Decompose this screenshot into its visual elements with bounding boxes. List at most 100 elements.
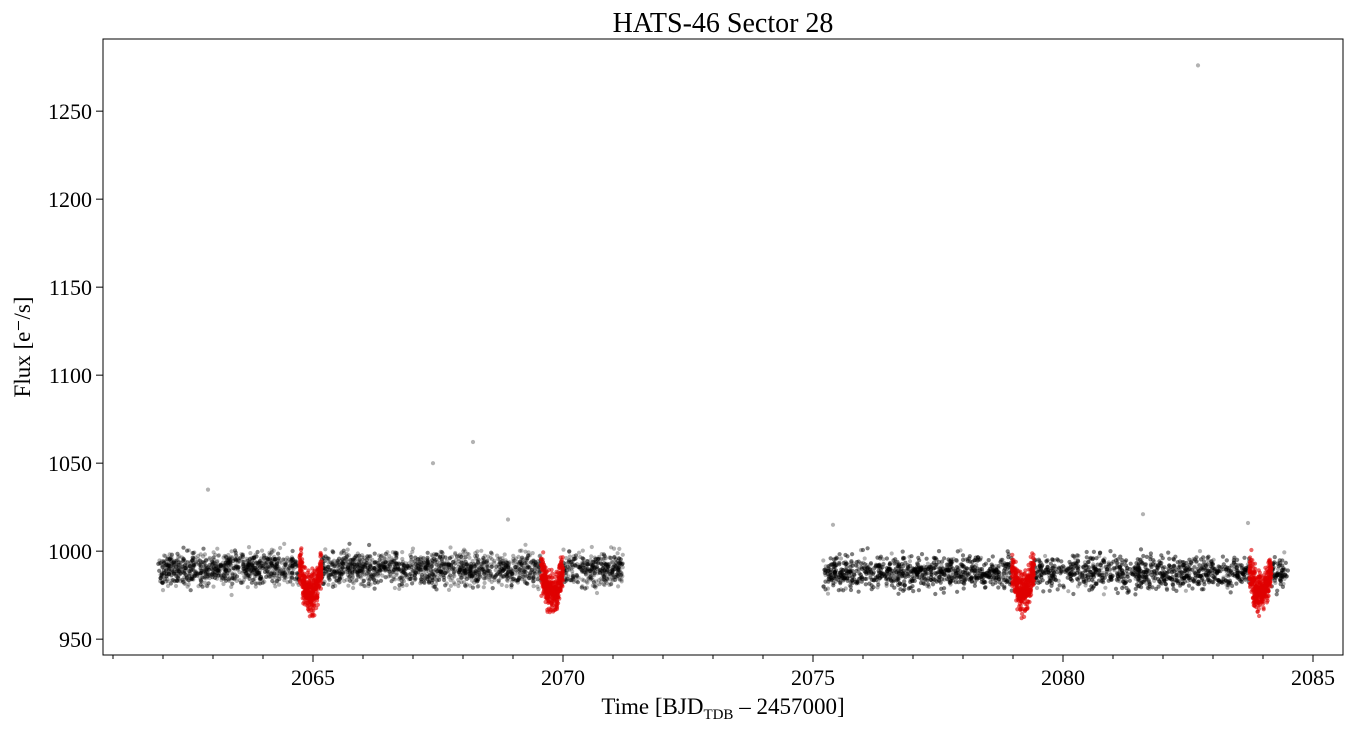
data-point bbox=[602, 556, 607, 561]
data-point bbox=[588, 569, 593, 574]
data-point bbox=[536, 587, 541, 592]
data-point bbox=[425, 576, 430, 582]
data-point bbox=[357, 561, 362, 567]
data-point bbox=[344, 566, 350, 571]
data-point bbox=[349, 576, 355, 581]
data-point bbox=[378, 578, 384, 583]
data-point bbox=[196, 584, 201, 589]
data-point bbox=[459, 560, 464, 565]
data-point bbox=[378, 564, 383, 569]
data-point bbox=[374, 578, 379, 583]
data-point bbox=[383, 575, 389, 580]
data-point bbox=[352, 562, 357, 567]
data-point bbox=[410, 581, 415, 586]
data-point bbox=[1108, 549, 1113, 554]
data-point bbox=[187, 569, 192, 574]
data-point bbox=[204, 558, 209, 563]
data-point bbox=[474, 562, 479, 568]
data-point bbox=[182, 571, 187, 576]
data-point bbox=[378, 568, 383, 573]
data-point bbox=[605, 565, 610, 570]
data-point bbox=[347, 541, 352, 546]
data-point bbox=[244, 556, 249, 562]
data-point bbox=[329, 572, 334, 578]
data-point bbox=[231, 565, 236, 571]
data-point bbox=[175, 575, 180, 580]
data-point bbox=[609, 582, 614, 587]
data-point bbox=[223, 554, 228, 559]
data-point bbox=[1186, 583, 1192, 588]
data-point bbox=[257, 566, 262, 571]
data-point bbox=[566, 559, 571, 564]
data-point bbox=[590, 569, 596, 574]
data-point bbox=[234, 578, 239, 584]
data-point bbox=[373, 569, 379, 574]
data-point bbox=[441, 568, 446, 573]
data-point bbox=[166, 565, 172, 571]
data-point bbox=[526, 564, 532, 570]
data-point bbox=[507, 569, 512, 574]
data-point bbox=[175, 578, 180, 583]
data-point bbox=[215, 559, 220, 564]
data-point bbox=[345, 547, 350, 552]
data-point bbox=[579, 585, 584, 590]
data-point bbox=[501, 568, 506, 573]
data-point bbox=[404, 583, 409, 588]
data-point bbox=[406, 565, 411, 571]
data-point bbox=[475, 549, 480, 554]
data-point bbox=[186, 582, 191, 587]
data-point bbox=[188, 564, 193, 569]
data-point bbox=[279, 571, 284, 576]
data-point bbox=[464, 582, 469, 587]
data-point bbox=[464, 562, 470, 567]
data-point bbox=[492, 575, 497, 580]
data-point bbox=[181, 545, 186, 550]
data-point bbox=[396, 561, 401, 566]
data-point bbox=[232, 575, 238, 580]
data-point bbox=[206, 567, 211, 572]
data-point bbox=[269, 561, 274, 566]
data-point bbox=[453, 567, 458, 572]
data-point bbox=[269, 563, 274, 568]
data-point bbox=[589, 544, 594, 550]
data-point bbox=[250, 569, 256, 575]
data-point bbox=[522, 569, 527, 574]
data-point bbox=[242, 574, 247, 579]
data-point bbox=[262, 566, 267, 571]
data-point bbox=[367, 578, 372, 583]
data-point bbox=[327, 572, 332, 577]
data-point bbox=[359, 567, 365, 572]
data-point bbox=[390, 558, 395, 563]
data-point bbox=[228, 555, 233, 560]
data-point bbox=[602, 572, 608, 578]
data-point bbox=[207, 576, 212, 581]
data-point bbox=[156, 561, 161, 567]
data-point bbox=[594, 565, 599, 570]
data-point bbox=[454, 554, 460, 559]
data-point bbox=[518, 571, 523, 576]
data-point bbox=[440, 554, 445, 559]
data-point bbox=[236, 558, 241, 563]
data-point bbox=[230, 576, 235, 581]
data-point bbox=[497, 560, 502, 565]
data-point bbox=[371, 571, 376, 576]
data-point bbox=[368, 554, 373, 559]
data-point bbox=[174, 558, 179, 563]
data-point bbox=[485, 571, 490, 576]
data-point bbox=[474, 579, 479, 584]
data-point bbox=[191, 566, 196, 571]
data-point bbox=[584, 579, 589, 584]
data-point bbox=[428, 568, 434, 573]
data-point bbox=[590, 563, 595, 569]
data-point bbox=[255, 571, 260, 576]
data-point bbox=[274, 566, 279, 571]
data-point bbox=[175, 567, 180, 572]
data-point bbox=[425, 550, 430, 555]
data-point bbox=[592, 555, 597, 560]
data-point bbox=[458, 566, 463, 571]
data-point bbox=[1047, 588, 1052, 593]
data-point bbox=[393, 552, 398, 557]
data-point bbox=[168, 581, 173, 586]
data-point bbox=[620, 552, 625, 557]
data-point bbox=[523, 580, 528, 585]
